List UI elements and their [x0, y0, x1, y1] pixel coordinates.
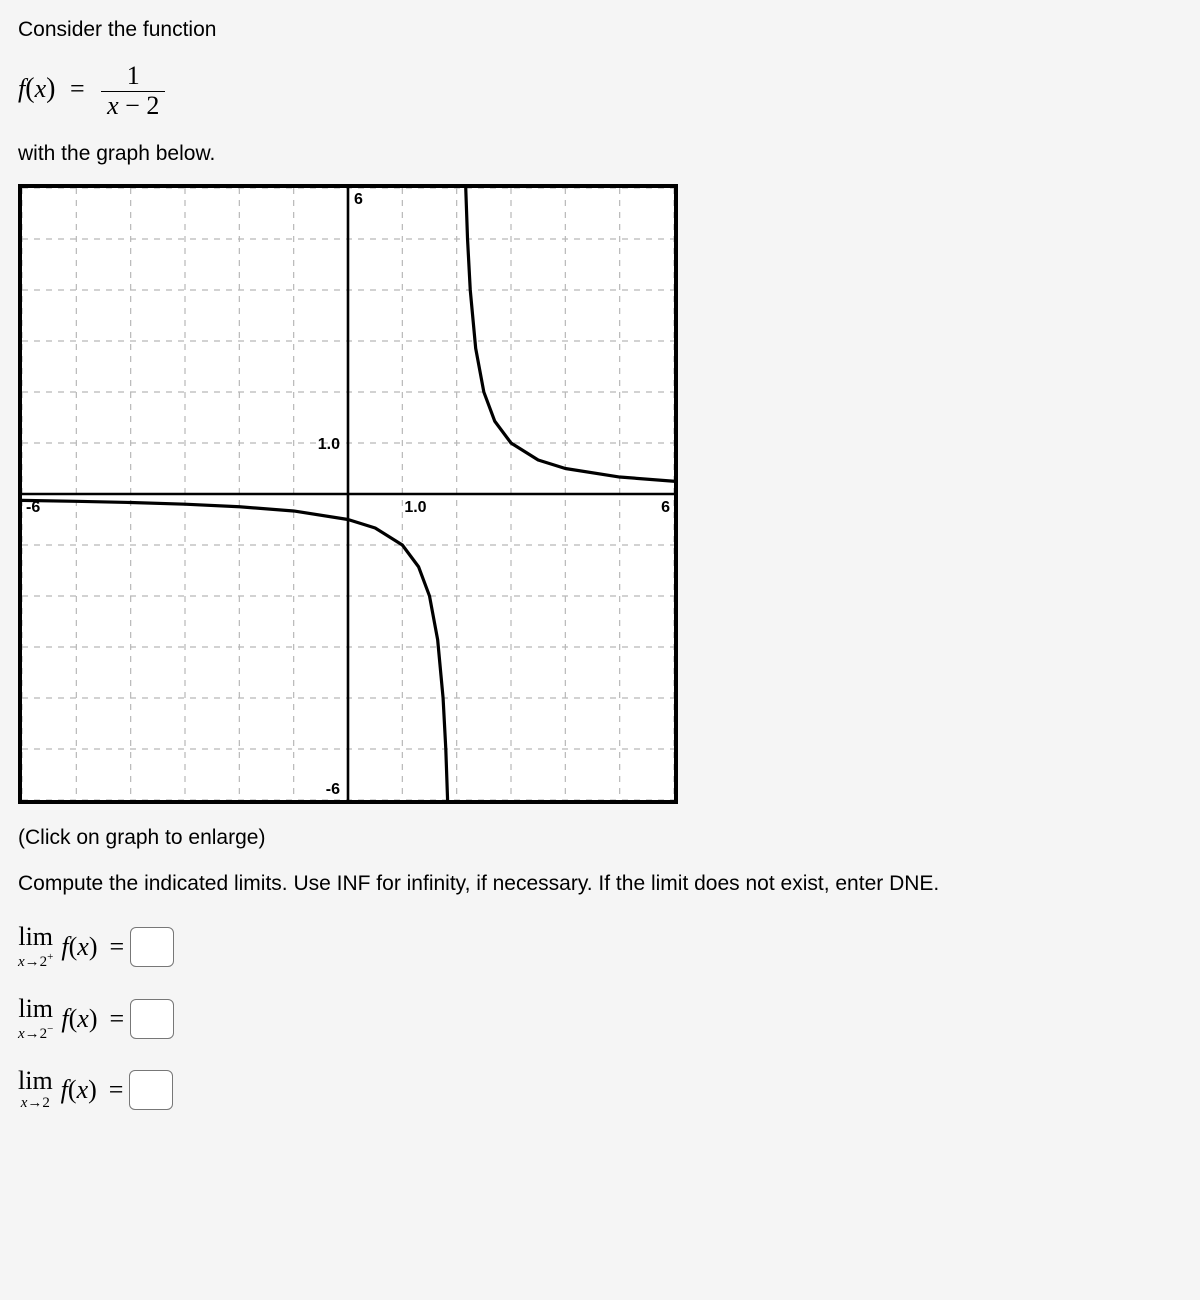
- answer-input-0[interactable]: [130, 927, 174, 967]
- denominator: x − 2: [101, 92, 165, 121]
- formula-lhs: f(x): [18, 74, 62, 103]
- lim-notation: limx→2: [18, 1068, 53, 1111]
- equals-sign: =: [110, 1004, 125, 1034]
- fraction: 1 x − 2: [101, 62, 165, 120]
- function-graph[interactable]: 6 -6 1.0 1.0 -6 6: [18, 184, 678, 804]
- enlarge-hint: (Click on graph to enlarge): [18, 826, 1182, 850]
- chart-canvas: 6 -6 1.0 1.0 -6 6: [22, 188, 674, 800]
- equals-sign: =: [109, 1075, 124, 1105]
- svg-text:6: 6: [661, 499, 670, 516]
- below-text: with the graph below.: [18, 142, 1182, 166]
- function-formula: f(x) = 1 x − 2: [18, 62, 1182, 120]
- limit-row-2: limx→2 f(x) =: [18, 1068, 1182, 1111]
- equals-sign: =: [110, 932, 125, 962]
- lim-notation: limx→2−: [18, 996, 53, 1042]
- svg-text:6: 6: [354, 191, 363, 208]
- svg-text:1.0: 1.0: [404, 499, 426, 516]
- instructions: Compute the indicated limits. Use INF fo…: [18, 872, 1182, 896]
- limit-row-1: limx→2− f(x) =: [18, 996, 1182, 1042]
- limit-row-0: limx→2+ f(x) =: [18, 924, 1182, 970]
- numerator: 1: [101, 62, 165, 92]
- fx-expression: f(x): [61, 1004, 97, 1034]
- lim-notation: limx→2+: [18, 924, 53, 970]
- fx-expression: f(x): [61, 1075, 97, 1105]
- svg-text:-6: -6: [26, 499, 40, 516]
- svg-text:-6: -6: [326, 781, 340, 798]
- answer-input-2[interactable]: [129, 1070, 173, 1110]
- answer-input-1[interactable]: [130, 999, 174, 1039]
- intro-text: Consider the function: [18, 18, 1182, 42]
- equals: =: [70, 74, 85, 103]
- fx-expression: f(x): [61, 932, 97, 962]
- svg-text:1.0: 1.0: [318, 436, 340, 453]
